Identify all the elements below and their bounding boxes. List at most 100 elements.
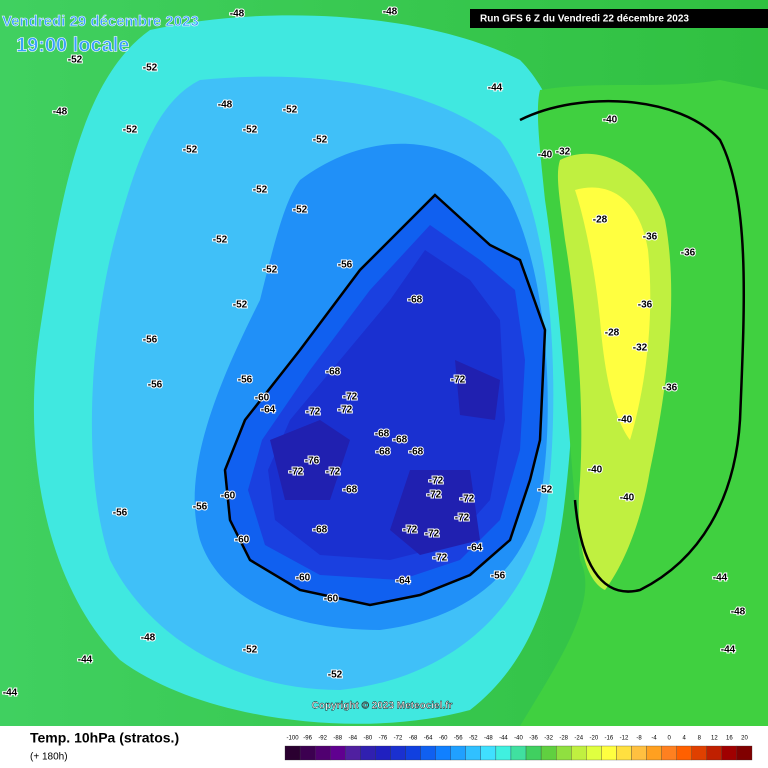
contour-label: -56: [491, 571, 506, 582]
colorbar-swatch: [495, 745, 512, 761]
colorbar-swatch: [405, 745, 421, 761]
colorbar-tick-label: -68: [409, 736, 418, 742]
colorbar-swatch: [525, 745, 542, 761]
colorbar-tick-label: -44: [499, 736, 508, 742]
contour-label: -52: [183, 145, 198, 156]
colorbar-swatch: [736, 745, 753, 761]
contour-label: -28: [605, 328, 620, 339]
colorbar-swatch: [345, 745, 361, 761]
colorbar-swatch: [540, 745, 557, 761]
contour-label: -48: [218, 100, 233, 111]
colorbar-swatch: [661, 745, 677, 761]
contour-label: -72: [427, 490, 442, 501]
contour-label: -68: [409, 447, 424, 458]
colorbar-swatch: [435, 745, 451, 761]
contour-label: -56: [338, 260, 353, 271]
colorbar-swatch: [420, 745, 436, 761]
contour-label: -56: [143, 335, 158, 346]
colorbar-swatch: [721, 745, 738, 761]
colorbar-tick-label: -12: [620, 736, 629, 742]
contour-label: -72: [403, 525, 418, 536]
contour-label: -36: [681, 248, 696, 259]
contour-label: -40: [620, 493, 635, 504]
contour-label: -52: [243, 645, 258, 656]
contour-label: -56: [238, 375, 253, 386]
contour-label: -44: [713, 573, 728, 584]
contour-label: -56: [148, 380, 163, 391]
contour-label: -64: [261, 405, 276, 416]
contour-label: -48: [731, 607, 746, 618]
contour-label: -28: [593, 215, 608, 226]
local-time: 19:00 locale: [16, 34, 129, 56]
contour-label: -52: [328, 670, 343, 681]
colorbar-swatch: [299, 745, 316, 761]
colorbar-swatch: [330, 745, 346, 761]
colorbar-tick-label: -8: [636, 736, 642, 742]
colorbar-swatch: [360, 745, 376, 761]
colorbar-tick-label: -16: [605, 736, 614, 742]
contour-label: -72: [289, 467, 304, 478]
colorbar-swatch: [556, 745, 572, 761]
contour-label: -52: [243, 125, 258, 136]
colorbar-tick-label: -64: [424, 736, 433, 742]
contour-label: -48: [141, 633, 156, 644]
contour-label: -36: [643, 232, 658, 243]
contour-label: -52: [538, 485, 553, 496]
colorbar-tick-label: -40: [514, 736, 523, 742]
contour-label: -64: [396, 576, 411, 587]
colorbar-tick-label: -88: [333, 736, 342, 742]
contour-label: -72: [451, 375, 466, 386]
contour-label: -72: [306, 407, 321, 418]
colorbar-tick-label: -96: [303, 736, 312, 742]
contour-label: -52: [253, 185, 268, 196]
contour-label: -68: [313, 525, 328, 536]
colorbar-tick-label: 8: [698, 736, 702, 742]
contour-label: -72: [433, 553, 448, 564]
run-info: Run GFS 6 Z du Vendredi 22 décembre 2023: [480, 14, 689, 25]
colorbar-tick-label: 16: [726, 736, 733, 742]
contour-label: -52: [283, 105, 298, 116]
contour-72: [270, 360, 500, 555]
contour-label: -40: [588, 465, 603, 476]
colorbar-swatch: [646, 745, 662, 761]
contour-label: -72: [429, 476, 444, 487]
contour-label: -52: [233, 300, 248, 311]
contour-label: -32: [633, 343, 648, 354]
colorbar-swatch: [284, 745, 301, 761]
colorbar-swatch: [375, 745, 391, 761]
contour-labels: -48 -48 -44 -52 -52 -48 -48 -52 -52 -52 -52 -52 -52 -…: [2, 6, 747, 700]
colorbar-tick-label: -36: [529, 736, 538, 742]
colorbar-tick-label: -100: [287, 736, 300, 742]
contour-label: -40: [618, 415, 633, 426]
contour-label: -60: [255, 393, 270, 404]
contour-label: -72: [326, 467, 341, 478]
colorbar-tick-label: -48: [484, 736, 493, 742]
colorbar-swatch: [676, 745, 692, 761]
colorbar-tick-label: 0: [667, 736, 671, 742]
colorbar-swatch: [314, 745, 331, 761]
contour-label: -68: [326, 367, 341, 378]
copyright: Copyright © 2023 Meteociel.fr: [312, 701, 453, 712]
contour-label: -52: [263, 265, 278, 276]
contour-40: [519, 99, 746, 593]
contour-label: -56: [193, 502, 208, 513]
colorbar-tick-label: -76: [379, 736, 388, 742]
contour-label: -52: [213, 235, 228, 246]
colorbar-tick-label: -4: [651, 736, 657, 742]
colorbar-swatch: [450, 745, 466, 761]
contour-label: -60: [296, 573, 311, 584]
contour-label: -44: [78, 655, 93, 666]
contour-label: -68: [408, 295, 423, 306]
contour-label: -60: [324, 594, 339, 605]
contour-label: -64: [468, 543, 483, 554]
colorbar-swatch: [586, 745, 602, 761]
colorbar-swatch: [691, 745, 707, 761]
colorbar-tick-label: -60: [439, 736, 448, 742]
contour-label: -44: [488, 83, 503, 94]
contour-label: -48: [230, 9, 245, 20]
colorbar-tick-label: -24: [574, 736, 583, 742]
contour-label: -40: [603, 115, 618, 126]
yellow-zone: [575, 187, 651, 440]
colorbar-tick-label: -92: [318, 736, 327, 742]
